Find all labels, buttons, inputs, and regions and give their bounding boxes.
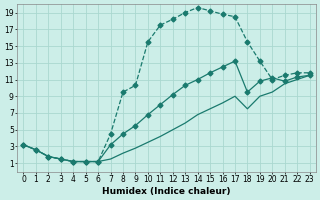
X-axis label: Humidex (Indice chaleur): Humidex (Indice chaleur) [102, 187, 231, 196]
